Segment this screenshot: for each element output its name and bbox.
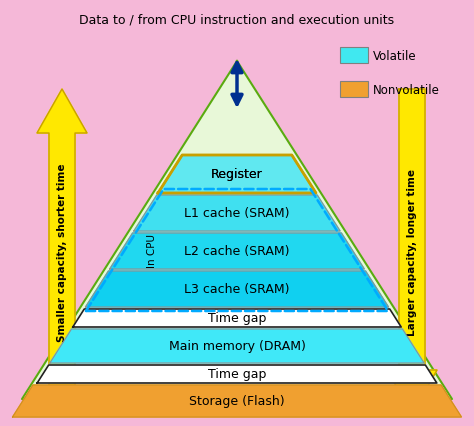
- FancyBboxPatch shape: [340, 48, 368, 64]
- Text: Volatile: Volatile: [373, 49, 417, 62]
- Polygon shape: [73, 309, 401, 327]
- Text: L2 cache (SRAM): L2 cache (SRAM): [184, 245, 290, 258]
- Text: Register: Register: [211, 168, 263, 181]
- Polygon shape: [85, 271, 389, 307]
- Text: Time gap: Time gap: [208, 312, 266, 325]
- Polygon shape: [134, 196, 340, 231]
- Text: Storage (Flash): Storage (Flash): [189, 394, 285, 408]
- Text: Nonvolatile: Nonvolatile: [373, 83, 440, 96]
- Polygon shape: [37, 365, 437, 383]
- Polygon shape: [12, 385, 462, 417]
- Text: In CPU: In CPU: [146, 233, 156, 268]
- Polygon shape: [37, 90, 87, 414]
- Text: Data to / from CPU instruction and execution units: Data to / from CPU instruction and execu…: [80, 14, 394, 26]
- Text: Main memory (DRAM): Main memory (DRAM): [169, 340, 305, 353]
- Polygon shape: [158, 155, 316, 193]
- Polygon shape: [22, 62, 452, 399]
- Text: Smaller capacity, shorter time: Smaller capacity, shorter time: [57, 163, 67, 341]
- Text: L3 cache (SRAM): L3 cache (SRAM): [184, 283, 290, 296]
- Text: Time gap: Time gap: [208, 368, 266, 380]
- Polygon shape: [387, 90, 437, 414]
- Text: L1 cache (SRAM): L1 cache (SRAM): [184, 207, 290, 220]
- Polygon shape: [109, 233, 365, 269]
- Text: Larger capacity, longer time: Larger capacity, longer time: [407, 169, 417, 335]
- FancyBboxPatch shape: [340, 82, 368, 98]
- Polygon shape: [50, 329, 424, 363]
- Text: Register: Register: [211, 168, 263, 181]
